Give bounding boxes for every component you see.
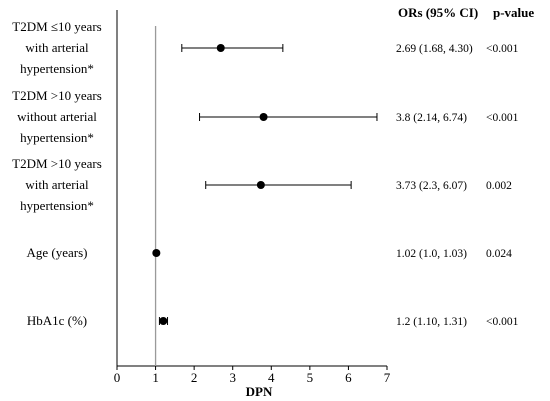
x-tick-label: 5 [307, 370, 314, 385]
p-column-header: p-value [493, 5, 534, 20]
row-label-line: T2DM ≤10 years [12, 19, 101, 34]
or-texts: 2.69 (1.68, 4.30) 3.8 (2.14, 6.74) 3.73 (2… [396, 43, 473, 328]
p-value-text: <0.001 [486, 316, 519, 328]
p-value-text: <0.001 [486, 112, 519, 124]
x-tick-label: 4 [268, 370, 275, 385]
or-ci-text: 3.8 (2.14, 6.74) [396, 112, 467, 124]
or-column-header: ORs (95% CI) [398, 5, 478, 20]
x-ticks: 0 1 2 3 4 5 6 7 [114, 366, 391, 385]
row-label-line: hypertension* [20, 130, 94, 145]
p-texts: <0.001 <0.001 0.002 0.024 <0.001 [486, 43, 519, 328]
row-label-line: T2DM >10 years [12, 88, 102, 103]
x-tick-label: 6 [345, 370, 352, 385]
or-point [256, 181, 265, 189]
or-point [259, 113, 268, 121]
ci-marks [158, 44, 378, 325]
or-points [152, 44, 268, 325]
x-tick-label: 3 [229, 370, 236, 385]
p-value-text: 0.024 [486, 248, 512, 260]
row-label-line: hypertension* [20, 61, 94, 76]
x-axis-title: DPN [246, 384, 273, 399]
x-tick-label: 7 [384, 370, 391, 385]
row-label-line: Age (years) [27, 245, 88, 260]
x-tick-label: 2 [191, 370, 198, 385]
or-ci-text: 2.69 (1.68, 4.30) [396, 43, 473, 55]
row-label-line: with arterial [25, 177, 89, 192]
row-labels: T2DM ≤10 years with arterial hypertension*… [12, 19, 102, 328]
or-point [216, 44, 225, 52]
row-label-line: without arterial [17, 109, 97, 124]
or-ci-text: 1.2 (1.10, 1.31) [396, 316, 467, 328]
row-label-line: hypertension* [20, 198, 94, 213]
p-value-text: <0.001 [486, 43, 519, 55]
or-point [159, 317, 168, 325]
row-label-line: HbA1c (%) [27, 313, 87, 328]
row-label-line: with arterial [25, 40, 89, 55]
x-tick-label: 0 [114, 370, 121, 385]
row-label-line: T2DM >10 years [12, 156, 102, 171]
x-tick-label: 1 [152, 370, 159, 385]
p-value-text: 0.002 [486, 180, 512, 192]
or-point [152, 249, 161, 257]
or-ci-text: 1.02 (1.0, 1.03) [396, 248, 467, 260]
or-ci-text: 3.73 (2.3, 6.07) [396, 180, 467, 192]
